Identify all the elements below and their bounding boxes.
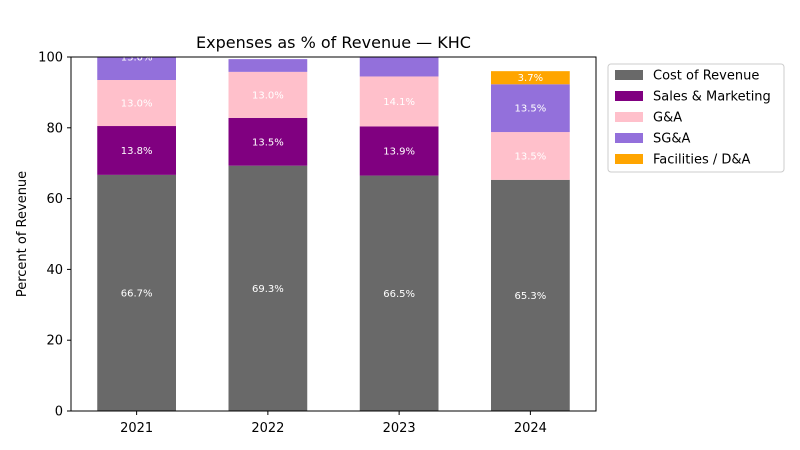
bar-label-g-a-2024: 13.5% xyxy=(514,151,546,162)
bar-label-g-a-2023: 14.1% xyxy=(383,97,415,108)
bar-label-cost-of-revenue-2022: 69.3% xyxy=(252,284,284,295)
y-tick-label-0: 0 xyxy=(55,405,63,420)
legend-frame xyxy=(607,63,785,173)
plot-frame xyxy=(70,56,597,412)
bar-sg-a-2021 xyxy=(97,57,176,81)
y-tick-label-40: 40 xyxy=(46,263,63,278)
x-axis: 2021 2022 2023 2024 xyxy=(120,411,547,436)
bar-label-g-a-2021: 13.0% xyxy=(121,99,153,110)
bar-label-sg-a-2021: 13.0% xyxy=(121,53,153,64)
bar-sales-marketing-2022 xyxy=(228,117,308,166)
bar-sales-marketing-2021 xyxy=(97,126,176,175)
legend-label-sales-marketing: Sales & Marketing xyxy=(653,90,771,105)
bar-cost-of-revenue-2024 xyxy=(491,179,570,411)
bar-cost-of-revenue-2023 xyxy=(359,175,439,411)
bar-g-a-2023 xyxy=(359,76,439,127)
bar-label-sg-a-2024: 13.5% xyxy=(514,104,546,115)
bar-label-cost-of-revenue-2021: 66.7% xyxy=(121,288,153,299)
x-tick-label-2021: 2021 xyxy=(120,421,153,436)
y-tick-label-80: 80 xyxy=(46,121,63,136)
bar-g-a-2021 xyxy=(97,80,176,127)
y-tick-label-100: 100 xyxy=(38,51,63,66)
bar-label-g-a-2022: 13.0% xyxy=(252,90,284,101)
bar-sg-a-2024 xyxy=(491,84,570,133)
legend-swatch-cost-of-revenue xyxy=(615,70,643,80)
y-tick-label-60: 60 xyxy=(46,192,63,207)
bar-label-sales-marketing-2022: 13.5% xyxy=(252,137,284,148)
bar-label-sales-marketing-2021: 13.8% xyxy=(121,146,153,157)
bar-label-cost-of-revenue-2024: 65.3% xyxy=(514,291,546,302)
legend-label-sg-a: SG&A xyxy=(653,132,690,147)
x-tick-label-2023: 2023 xyxy=(383,421,416,436)
legend-swatch-sg-a xyxy=(615,133,643,143)
bar-cost-of-revenue-2021 xyxy=(97,174,176,411)
bar-sg-a-2023 xyxy=(359,57,439,77)
legend-swatch-g-a xyxy=(615,112,643,122)
x-tick-label-2024: 2024 xyxy=(514,421,547,436)
bar-label-cost-of-revenue-2023: 66.5% xyxy=(383,289,415,300)
chart-title: Expenses as % of Revenue — KHC xyxy=(196,33,471,52)
legend: Cost of Revenue Sales & Marketing G&A SG&A F… xyxy=(607,63,785,173)
legend-label-facilities-d-a: Facilities / D&A xyxy=(653,153,751,168)
y-tick-label-20: 20 xyxy=(46,334,63,349)
bar-labels-layer: 66.7% 13.8% 13.0% 13.0% 69.3% 13.5% 13.0% 66.5%… xyxy=(121,53,547,302)
y-axis: 0 20 40 60 80 100 xyxy=(38,51,71,420)
bar-cost-of-revenue-2022 xyxy=(228,165,308,411)
bar-g-a-2024 xyxy=(491,132,570,180)
legend-label-g-a: G&A xyxy=(653,111,682,126)
bar-sg-a-2022 xyxy=(228,59,308,72)
bars-layer xyxy=(97,57,570,411)
bar-g-a-2022 xyxy=(228,71,308,118)
x-tick-label-2022: 2022 xyxy=(251,421,284,436)
legend-swatch-sales-marketing xyxy=(615,91,643,101)
bar-label-sales-marketing-2023: 13.9% xyxy=(383,146,415,157)
y-axis-label: Percent of Revenue xyxy=(15,171,30,297)
bar-label-facilities-d-a-2024: 3.7% xyxy=(518,73,543,84)
legend-label-cost-of-revenue: Cost of Revenue xyxy=(653,69,759,84)
legend-swatch-facilities-d-a xyxy=(615,154,643,164)
bar-sales-marketing-2023 xyxy=(359,126,439,176)
bar-facilities-d-a-2024 xyxy=(491,71,570,85)
